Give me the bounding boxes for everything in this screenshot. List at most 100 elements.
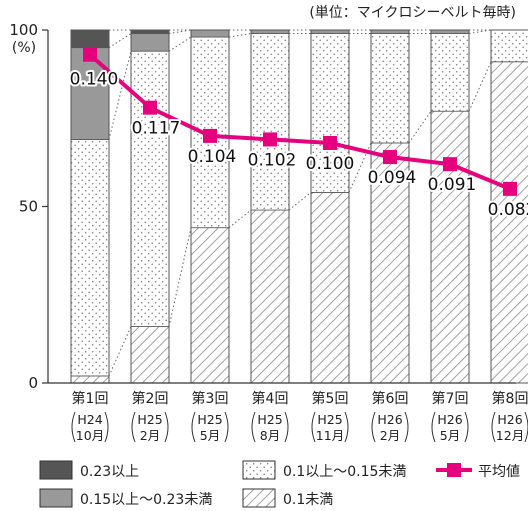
category-month-7: 5月 xyxy=(440,428,460,443)
category-label-1: 第1回 xyxy=(72,390,109,407)
category-month-4: 8月 xyxy=(260,428,280,443)
data-label-6: 0.094 xyxy=(368,168,417,188)
bar-segment-6-2 xyxy=(370,33,410,144)
data-label-4: 0.102 xyxy=(248,150,297,170)
category-month-3: 5月 xyxy=(200,428,220,443)
bar-segment-7-1 xyxy=(430,110,470,384)
paren-left-3 xyxy=(191,411,196,443)
connector-3-2 xyxy=(228,33,252,38)
category-era-4: H25 xyxy=(257,412,282,427)
legend: 0.23以上 0.1以上～0.15未満 平均値 0.15以上～0.23未満 0.… xyxy=(39,460,520,508)
average-marker-4 xyxy=(263,132,277,147)
category-era-5: H25 xyxy=(317,412,342,427)
legend-swatch-015-023 xyxy=(39,488,73,508)
bar-segment-4-1 xyxy=(250,209,290,384)
bar-segment-6-3 xyxy=(370,29,410,34)
bar-segment-2-1 xyxy=(130,326,170,384)
average-marker-1 xyxy=(83,47,97,62)
paren-left-7 xyxy=(431,411,436,443)
category-month-5: 11月 xyxy=(316,428,344,443)
category-era-8: H26 xyxy=(497,412,522,427)
bar-segment-1-1 xyxy=(70,375,110,384)
paren-right-8 xyxy=(524,411,528,443)
connector-7-2 xyxy=(468,29,492,35)
legend-label-010-015: 0.1以上～0.15未満 xyxy=(283,464,406,480)
unit-label: (単位：マイクロシーベルト毎時) xyxy=(309,5,516,21)
y-ticks: 0 50 100 xyxy=(9,21,48,392)
bar-segment-1-3 xyxy=(70,47,110,140)
paren-left-5 xyxy=(311,411,316,443)
bar-segment-5-1 xyxy=(310,191,350,384)
category-month-6: 2月 xyxy=(380,428,400,443)
paren-right-4 xyxy=(284,411,289,443)
data-label-1: 0.140 xyxy=(70,70,119,90)
connector-1-2 xyxy=(108,51,132,140)
bar-segment-2-4 xyxy=(130,29,170,34)
y-unit-label: (%) xyxy=(12,40,36,56)
category-labels: 第1回H2410月第2回H252月第3回H255月第4回H258月第5回H251… xyxy=(71,390,528,443)
paren-right-3 xyxy=(224,411,229,443)
paren-right-5 xyxy=(344,411,349,443)
paren-left-8 xyxy=(491,411,496,443)
legend-swatch-023-above xyxy=(39,460,73,480)
connector-7-1 xyxy=(468,61,492,112)
connector-4-1 xyxy=(288,191,312,211)
category-label-2: 第2回 xyxy=(132,390,169,407)
category-label-3: 第3回 xyxy=(192,390,229,407)
paren-left-6 xyxy=(371,411,376,443)
category-label-7: 第7回 xyxy=(432,390,469,407)
average-marker-6 xyxy=(383,150,397,165)
paren-right-1 xyxy=(104,411,109,443)
average-marker-8 xyxy=(503,181,517,196)
bar-segment-4-2 xyxy=(250,33,290,211)
legend-label-010-below: 0.1未満 xyxy=(283,492,333,508)
data-label-7: 0.091 xyxy=(428,175,477,195)
paren-left-2 xyxy=(131,411,136,443)
category-era-7: H26 xyxy=(437,412,462,427)
bar-segment-1-4 xyxy=(70,29,110,49)
bar-segment-7-2 xyxy=(430,33,470,112)
data-label-5: 0.100 xyxy=(306,154,355,174)
average-marker-5 xyxy=(323,135,337,150)
paren-right-6 xyxy=(404,411,409,443)
legend-label-average: 平均値 xyxy=(478,464,520,480)
y-tick-label-50: 50 xyxy=(19,198,38,216)
bar-segment-1-2 xyxy=(70,139,110,377)
bar-segment-3-1 xyxy=(190,227,230,384)
bar-segment-8-1 xyxy=(490,61,528,384)
category-label-4: 第4回 xyxy=(252,390,289,407)
y-tick-label-100: 100 xyxy=(9,21,38,39)
data-labels: 0.140 0.117 0.104 0.102 0.100 0.094 0.091 0.082 xyxy=(68,68,528,222)
category-era-1: H24 xyxy=(77,412,102,427)
connector-1-3 xyxy=(108,33,132,49)
bar-segment-2-3 xyxy=(130,33,170,52)
category-label-8: 第8回 xyxy=(492,390,528,407)
legend-marker-average xyxy=(447,463,461,477)
bar-segment-7-3 xyxy=(430,29,470,34)
average-line-path xyxy=(88,53,511,191)
connector-2-1 xyxy=(168,227,192,327)
bar-segment-8-2 xyxy=(490,29,528,63)
bar-segment-5-3 xyxy=(310,29,350,34)
category-era-6: H26 xyxy=(377,412,402,427)
category-label-5: 第5回 xyxy=(312,390,349,407)
connector-3-1 xyxy=(228,209,252,229)
paren-right-7 xyxy=(464,411,469,443)
connector-2-2 xyxy=(168,36,192,52)
category-month-2: 2月 xyxy=(140,428,160,443)
category-month-1: 10月 xyxy=(76,428,104,443)
connector-6-1 xyxy=(408,110,432,144)
data-label-3: 0.104 xyxy=(188,147,237,167)
paren-left-1 xyxy=(71,411,76,443)
average-marker-2 xyxy=(143,100,157,115)
data-label-2: 0.117 xyxy=(132,119,181,139)
average-line xyxy=(83,47,517,196)
connector-2-3 xyxy=(168,29,192,35)
average-marker-3 xyxy=(203,128,217,143)
category-era-2: H25 xyxy=(137,412,162,427)
legend-swatch-010-015 xyxy=(242,460,276,480)
legend-label-015-023: 0.15以上～0.23未満 xyxy=(80,492,212,508)
bar-segment-3-3 xyxy=(190,29,230,38)
category-month-8: 12月 xyxy=(496,428,524,443)
